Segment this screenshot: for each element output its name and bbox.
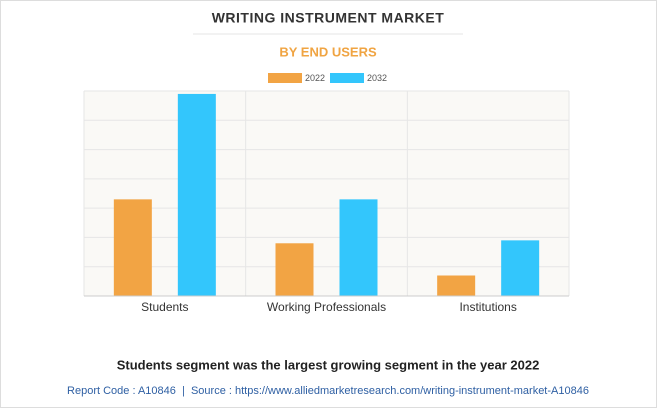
caption: Students segment was the largest growing…: [117, 357, 540, 372]
chart-subtitle: BY END USERS: [279, 44, 377, 59]
x-tick-label: Institutions: [459, 300, 516, 314]
bar: [501, 240, 540, 296]
source: Report Code : A10846 | Source : https://…: [67, 385, 589, 397]
bar: [177, 93, 216, 296]
legend-swatch: [330, 73, 364, 83]
bar: [275, 243, 314, 296]
bar: [113, 199, 152, 296]
plot-area: [84, 91, 569, 296]
legend-swatch: [268, 73, 302, 83]
bar: [437, 275, 476, 296]
x-tick-label: Students: [141, 300, 188, 314]
chart-title: WRITING INSTRUMENT MARKET: [212, 10, 445, 26]
x-tick-label: Working Professionals: [267, 300, 386, 314]
legend-label: 2022: [305, 73, 325, 83]
legend-label: 2032: [367, 73, 387, 83]
bar: [339, 199, 378, 296]
